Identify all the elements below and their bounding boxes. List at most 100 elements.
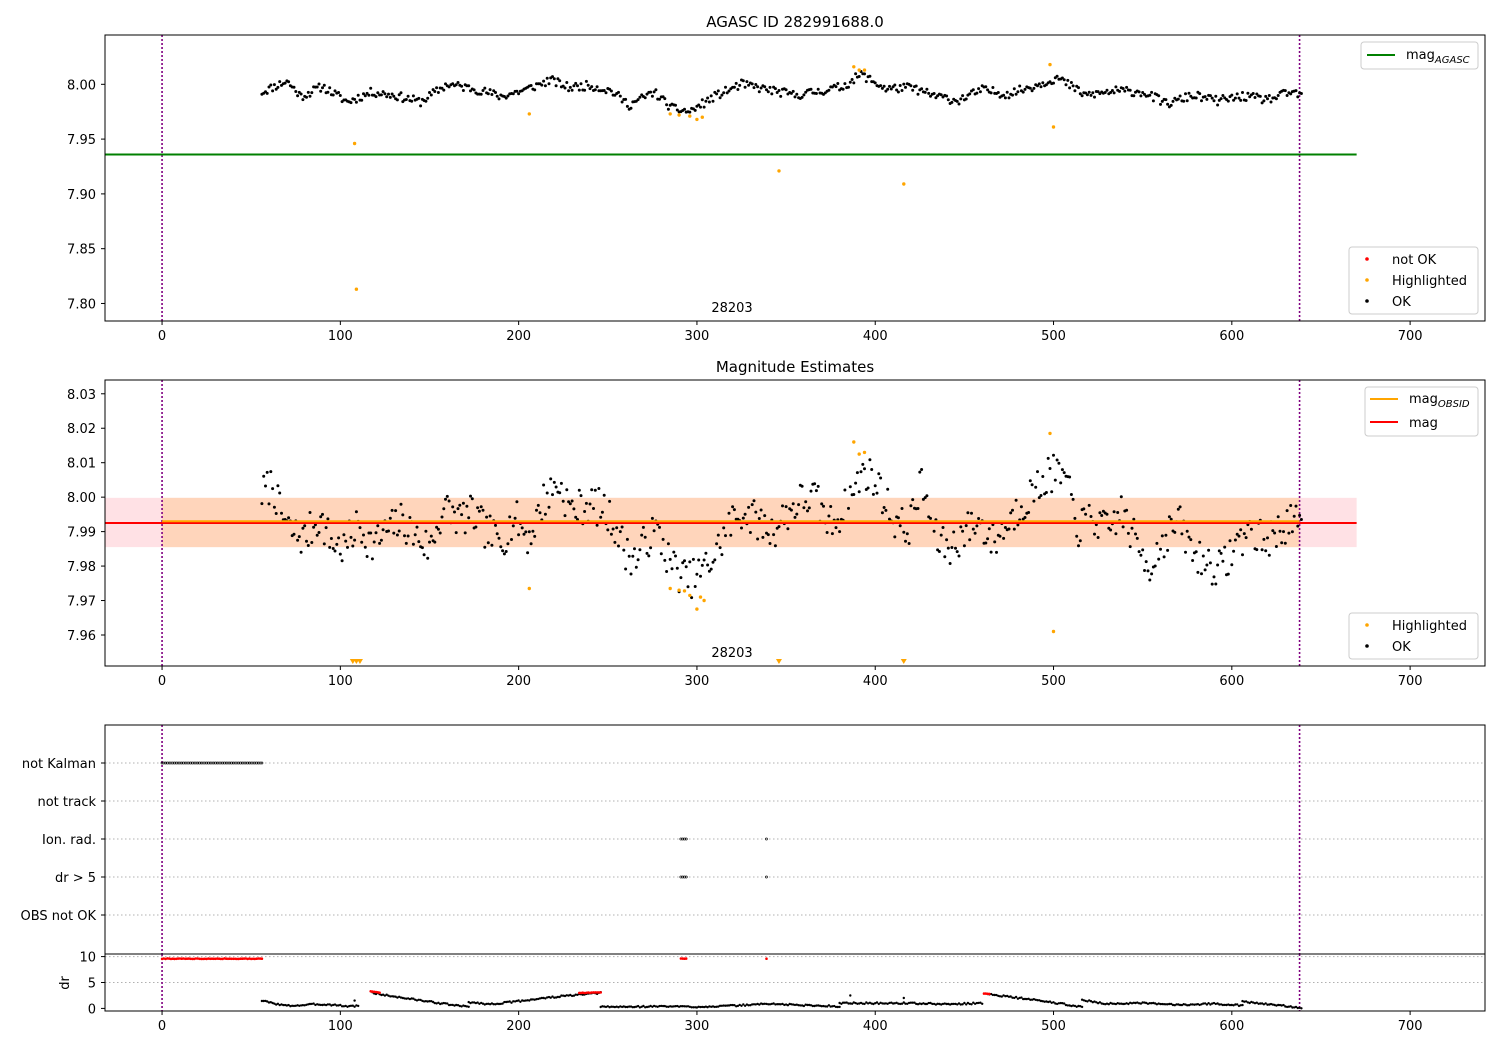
dr-ok-point	[403, 997, 406, 1000]
ok-point	[773, 544, 777, 548]
dr-ok-point	[276, 1002, 280, 1005]
dr-ok-point	[460, 1005, 463, 1008]
dr-ok-point	[740, 1004, 743, 1007]
ok-point	[417, 540, 421, 544]
dr-ok-point	[879, 1001, 882, 1004]
ok-point	[720, 553, 724, 557]
ok-point	[1274, 545, 1278, 548]
dr-ok-point	[815, 1004, 818, 1007]
ok-point	[650, 94, 654, 98]
dr-ok-point	[574, 993, 577, 996]
ok-point	[925, 87, 929, 91]
ok-point	[399, 502, 403, 506]
ok-point	[463, 531, 467, 535]
ok-point	[784, 505, 788, 509]
ok-point	[1119, 495, 1123, 499]
dr-ok-point	[1023, 997, 1027, 1001]
dr-ok-point	[435, 1002, 438, 1005]
ok-point	[631, 554, 635, 558]
ok-point	[925, 494, 929, 498]
dr-ok-point	[1039, 999, 1043, 1003]
ok-point	[362, 92, 365, 96]
dr-ok-point	[1186, 1004, 1189, 1007]
flag-point	[235, 761, 239, 765]
dr-ok-point	[738, 1003, 741, 1007]
dr-ok-point	[499, 1002, 502, 1006]
ok-point	[1059, 481, 1063, 485]
ok-point	[264, 484, 267, 488]
dr-not-ok-point	[595, 991, 599, 994]
ok-point	[683, 559, 686, 563]
ok-point	[278, 491, 282, 495]
dr-ok-point	[497, 1002, 501, 1006]
ok-point	[1135, 536, 1139, 540]
ok-point	[1077, 544, 1080, 548]
ok-point	[1191, 559, 1195, 562]
dr-ok-point	[720, 1004, 724, 1007]
ok-point	[939, 93, 943, 97]
ok-point	[1134, 532, 1137, 536]
highlighted-point	[862, 68, 867, 72]
dr-ok-point	[1171, 1003, 1175, 1007]
dr-not-ok-point	[200, 957, 203, 961]
dr-ok-point	[610, 1005, 613, 1008]
ok-point	[838, 530, 842, 534]
ok-point	[1271, 529, 1275, 533]
ok-point	[970, 511, 973, 515]
ok-point	[939, 533, 943, 537]
ok-point	[693, 585, 697, 588]
y-tick-label: 7.95	[67, 133, 96, 148]
x-tick-label: 200	[506, 329, 531, 344]
ok-point	[593, 88, 597, 92]
ok-point	[873, 81, 877, 85]
ok-point	[559, 481, 563, 485]
dr-ok-point	[904, 1002, 907, 1005]
dr-ok-point	[776, 1003, 779, 1006]
ok-point	[1283, 89, 1287, 93]
ok-point	[1182, 99, 1186, 103]
flag-category-label: not track	[37, 795, 96, 810]
ok-point	[757, 517, 761, 520]
ok-point	[848, 80, 852, 84]
ok-point	[784, 88, 788, 92]
ok-point	[686, 585, 690, 589]
ok-point	[959, 97, 963, 101]
flag-point	[683, 875, 686, 879]
flag-point	[240, 761, 244, 765]
ok-point	[1139, 553, 1143, 557]
ok-point	[948, 562, 952, 565]
dr-ok-point	[1043, 1000, 1046, 1003]
ok-point	[406, 94, 410, 98]
dr-ok-point	[708, 1005, 711, 1008]
ok-point	[609, 89, 613, 93]
ok-point	[444, 497, 447, 501]
ok-point	[305, 539, 308, 543]
ok-point	[916, 507, 920, 510]
ok-point	[600, 510, 604, 514]
ok-point	[697, 558, 701, 562]
ok-point	[1160, 99, 1164, 103]
flag-category-label: dr > 5	[55, 871, 96, 886]
ok-point	[554, 485, 558, 489]
ok-point	[399, 91, 403, 95]
ok-point	[1155, 541, 1159, 545]
ok-point	[1078, 539, 1082, 543]
ok-point	[920, 87, 924, 91]
ok-point	[481, 508, 485, 512]
dr-ok-point	[1009, 995, 1012, 998]
dr-ok-point	[1095, 1001, 1098, 1004]
ok-point	[1105, 512, 1109, 516]
dr-ok-point	[273, 1002, 276, 1005]
dr-ok-point	[556, 995, 560, 999]
x-tick-label: 300	[685, 1019, 710, 1034]
x-tick-label: 400	[863, 1019, 888, 1034]
ok-point	[659, 552, 663, 556]
dr-ok-point	[344, 1004, 347, 1008]
dr-ok-point	[972, 1001, 975, 1004]
flag-category-label: not Kalman	[22, 757, 96, 772]
ok-point	[850, 78, 854, 81]
flag-point	[242, 761, 246, 765]
ok-point	[1219, 551, 1223, 555]
dr-ok-point	[444, 1002, 447, 1005]
dr-ok-point	[405, 997, 408, 1000]
